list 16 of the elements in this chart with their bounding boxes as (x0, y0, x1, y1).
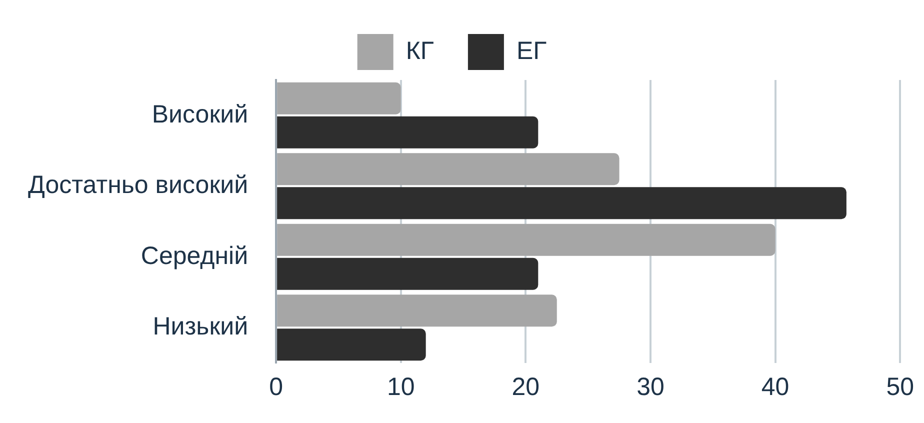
x-tick-label: 50 (886, 372, 914, 401)
x-tick-label: 10 (386, 372, 415, 401)
x-tick-label: 30 (636, 372, 664, 401)
legend-label: КГ (406, 36, 434, 65)
legend-label: ЕГ (516, 36, 548, 65)
y-tick-label: Достатньо високий (28, 171, 248, 200)
y-tick-label: Високий (152, 100, 248, 128)
y-tick-label: Низький (152, 312, 248, 341)
x-tick-label: 40 (761, 372, 790, 401)
bar (277, 328, 426, 361)
bar (277, 258, 538, 290)
bar (277, 187, 846, 220)
x-tick-label: 20 (512, 372, 540, 401)
y-tick-label: Середній (140, 242, 248, 270)
bar (277, 116, 538, 148)
x-tick-label: 0 (269, 372, 284, 401)
